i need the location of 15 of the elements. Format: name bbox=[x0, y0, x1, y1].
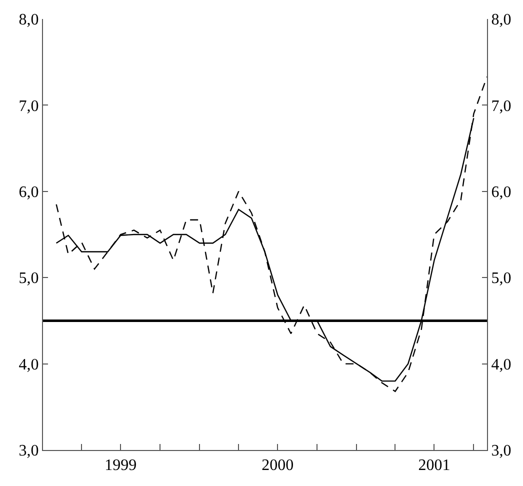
y-tick-label: 8,0 bbox=[18, 12, 39, 29]
y2-tick-label: 6,0 bbox=[491, 184, 512, 201]
y-tick-label: 3,0 bbox=[18, 442, 39, 460]
x-tick-label: 2000 bbox=[262, 457, 294, 474]
y-tick-label: 4,0 bbox=[18, 356, 39, 374]
y-tick-label: 6,0 bbox=[18, 184, 39, 201]
y2-tick-label: 4,0 bbox=[491, 356, 512, 374]
y2-tick-label: 3,0 bbox=[491, 442, 512, 460]
y2-tick-label: 7,0 bbox=[491, 98, 512, 115]
y-tick-label: 7,0 bbox=[18, 98, 39, 115]
y2-tick-label: 5,0 bbox=[491, 270, 512, 288]
x-tick-label: 2001 bbox=[418, 457, 450, 474]
x-tick-label: 1999 bbox=[104, 457, 137, 474]
y-tick-label: 5,0 bbox=[18, 270, 39, 288]
y2-tick-label: 8,0 bbox=[491, 12, 512, 29]
